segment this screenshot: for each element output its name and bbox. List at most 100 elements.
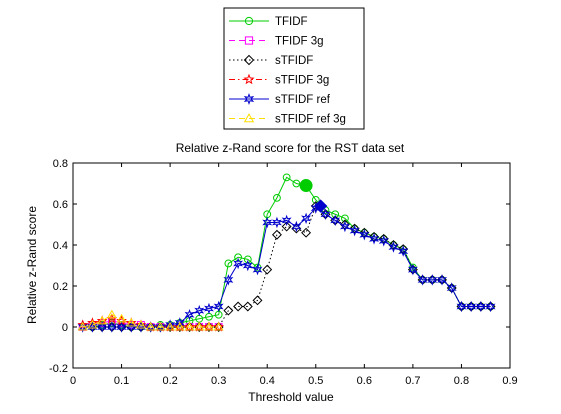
data-point [339, 220, 350, 233]
legend-marker [243, 93, 255, 105]
data-point [125, 317, 137, 328]
y-tick-label: 0 [62, 322, 68, 334]
legend-entry: sTFIDF 3g [229, 73, 329, 87]
data-point [349, 223, 360, 234]
data-point [398, 245, 409, 257]
data-point [273, 193, 281, 202]
data-point [271, 216, 282, 229]
x-tick-label: 0.3 [211, 375, 226, 387]
data-point [252, 295, 263, 306]
highlight-point [299, 179, 313, 193]
data-point [233, 257, 244, 270]
data-point [243, 255, 252, 264]
chart-title: Relative z-Rand score for the RST data s… [176, 141, 405, 155]
data-point [456, 300, 467, 313]
axis-layer: 0 0.1 0.2 0.3 0.4 0.5 0.6 0.7 0.8 0.9-0.200.20.40… [49, 158, 518, 387]
data-point [349, 224, 360, 237]
data-point [87, 317, 98, 328]
legend-items: TFIDF TFIDF 3g sTFIDF sTFIDF 3g sTFIDF ref sT… [229, 16, 346, 126]
data-point [369, 231, 380, 242]
data-point [437, 274, 447, 286]
y-tick-label: 0.2 [53, 281, 68, 293]
plot-area: 0 0.1 0.2 0.3 0.4 0.5 0.6 0.7 0.8 0.9-0.200.20.40… [49, 158, 518, 387]
data-point [378, 235, 389, 247]
data-point [185, 316, 194, 325]
data-point [369, 233, 380, 245]
data-point [194, 304, 205, 317]
data-point [339, 219, 350, 230]
x-tick-label: 0.7 [405, 375, 420, 387]
x-tick-label: 0.5 [308, 375, 323, 387]
data-point [378, 233, 389, 244]
data-point [330, 214, 341, 227]
series-line-5 [82, 314, 219, 328]
y-axis-label: Relative z-Rand score [25, 206, 39, 324]
series-4 [77, 199, 496, 333]
data-point [417, 274, 428, 286]
data-point [407, 263, 418, 276]
legend-entry: TFIDF [229, 16, 308, 28]
plot-frame [72, 162, 511, 369]
data-point [77, 321, 88, 333]
data-point [262, 264, 273, 275]
data-point [427, 274, 438, 286]
legend-label: sTFIDF ref [275, 94, 331, 106]
data-point [262, 216, 273, 229]
data-point [203, 321, 215, 332]
data-point [292, 179, 301, 188]
legend-marker [243, 73, 255, 85]
data-point [165, 319, 176, 331]
data-point [117, 319, 126, 327]
x-axis-label: Threshold value [248, 390, 334, 404]
data-point [224, 259, 233, 268]
data-point [136, 321, 146, 333]
data-point [136, 319, 146, 329]
data-point [184, 321, 195, 331]
legend-label: TFIDF [275, 16, 308, 28]
data-point [87, 319, 98, 329]
data-point [301, 227, 312, 238]
data-point [301, 212, 312, 225]
data-point [116, 313, 127, 323]
data-point [174, 321, 186, 332]
data-point [126, 317, 137, 327]
legend-label: TFIDF 3g [275, 36, 324, 48]
data-point [242, 259, 253, 272]
data-point [475, 300, 486, 313]
legend-label: sTFIDF ref 3g [275, 114, 346, 126]
data-point [213, 300, 224, 313]
data-point [97, 315, 108, 325]
y-tick-label: 0.6 [53, 199, 68, 211]
data-point [87, 321, 98, 333]
data-point [155, 321, 166, 331]
data-point [388, 240, 399, 250]
data-point [331, 210, 340, 219]
data-point [77, 321, 88, 331]
data-point [204, 321, 214, 331]
legend-entry: sTFIDF ref 3g [229, 113, 346, 126]
data-point [174, 321, 185, 331]
x-tick-label: 0.4 [260, 375, 275, 387]
x-tick-label: 0.6 [357, 375, 372, 387]
data-point [252, 263, 263, 276]
data-point [271, 229, 282, 240]
data-point [388, 241, 399, 253]
data-point [233, 301, 244, 312]
data-point [359, 227, 370, 238]
data-point [184, 321, 195, 332]
data-point [213, 321, 224, 331]
legend-marker [243, 54, 255, 66]
data-point [193, 321, 205, 332]
data-point [116, 321, 127, 333]
data-point [155, 321, 166, 333]
x-tick-label: 0.1 [114, 375, 129, 387]
data-point [446, 282, 457, 294]
x-tick-label: 0 [70, 375, 76, 387]
legend-entry: TFIDF 3g [229, 36, 324, 48]
data-point [291, 220, 302, 233]
data-point [213, 321, 224, 332]
x-tick-label: 0.2 [162, 375, 177, 387]
legend-marker [244, 36, 254, 45]
data-point [359, 229, 370, 241]
